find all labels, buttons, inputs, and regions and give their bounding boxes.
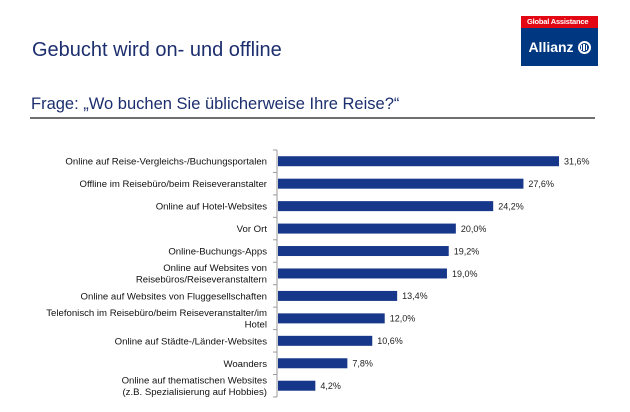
value-label: 20,0% xyxy=(461,224,487,234)
bar xyxy=(278,313,385,324)
value-label: 31,6% xyxy=(564,157,590,167)
allianz-eagle-mark-icon xyxy=(577,40,591,54)
value-label: 7,8% xyxy=(352,359,373,369)
value-label: 12,0% xyxy=(390,314,416,324)
value-label: 13,4% xyxy=(402,291,428,301)
bar xyxy=(278,178,524,189)
category-label: Online-Buchungs-Apps xyxy=(168,247,267,258)
value-label: 27,6% xyxy=(528,179,554,189)
subtitle-divider xyxy=(30,117,595,119)
category-label: Offline im Reisebüro/beim Reiseveranstal… xyxy=(79,179,267,190)
question-subtitle: Frage: „Wo buchen Sie üblicherweise Ihre… xyxy=(31,95,400,113)
category-label: Vor Ort xyxy=(237,224,268,235)
value-label: 10,6% xyxy=(377,336,403,346)
bar xyxy=(278,335,373,346)
category-label: Online auf thematischen Websites (z.B. Sp… xyxy=(122,375,268,398)
value-label: 19,0% xyxy=(452,269,478,279)
page-title: Gebucht wird on- und offline xyxy=(32,39,282,61)
bar xyxy=(278,156,559,167)
category-label: Online auf Reise-Vergleichs-/Buchungspor… xyxy=(65,157,267,168)
value-label: 19,2% xyxy=(454,246,480,256)
value-label: 4,2% xyxy=(320,381,341,391)
bar xyxy=(278,201,494,212)
logo-brand-block: Allianz xyxy=(521,28,598,66)
allianz-logo: Global Assistance Allianz xyxy=(521,16,598,66)
bar xyxy=(278,358,348,369)
value-label: 24,2% xyxy=(498,201,524,211)
logo-brand-name: Allianz xyxy=(528,39,574,55)
category-label: Telefonisch im Reisebüro/beim Reiseveran… xyxy=(46,308,267,331)
logo-tagline: Global Assistance xyxy=(521,16,598,28)
bar xyxy=(278,246,449,257)
category-label: Online auf Websites von Fluggesellschaft… xyxy=(81,291,267,302)
bar xyxy=(278,268,447,279)
category-label: Woanders xyxy=(223,359,267,370)
category-label: Online auf Websites von Reisebüros/Reisev… xyxy=(136,263,267,286)
category-label: Online auf Städte-/Länder-Websites xyxy=(115,336,268,347)
bar xyxy=(278,380,316,391)
category-label: Online auf Hotel-Websites xyxy=(156,202,267,213)
bar xyxy=(278,290,398,301)
bar xyxy=(278,223,456,234)
